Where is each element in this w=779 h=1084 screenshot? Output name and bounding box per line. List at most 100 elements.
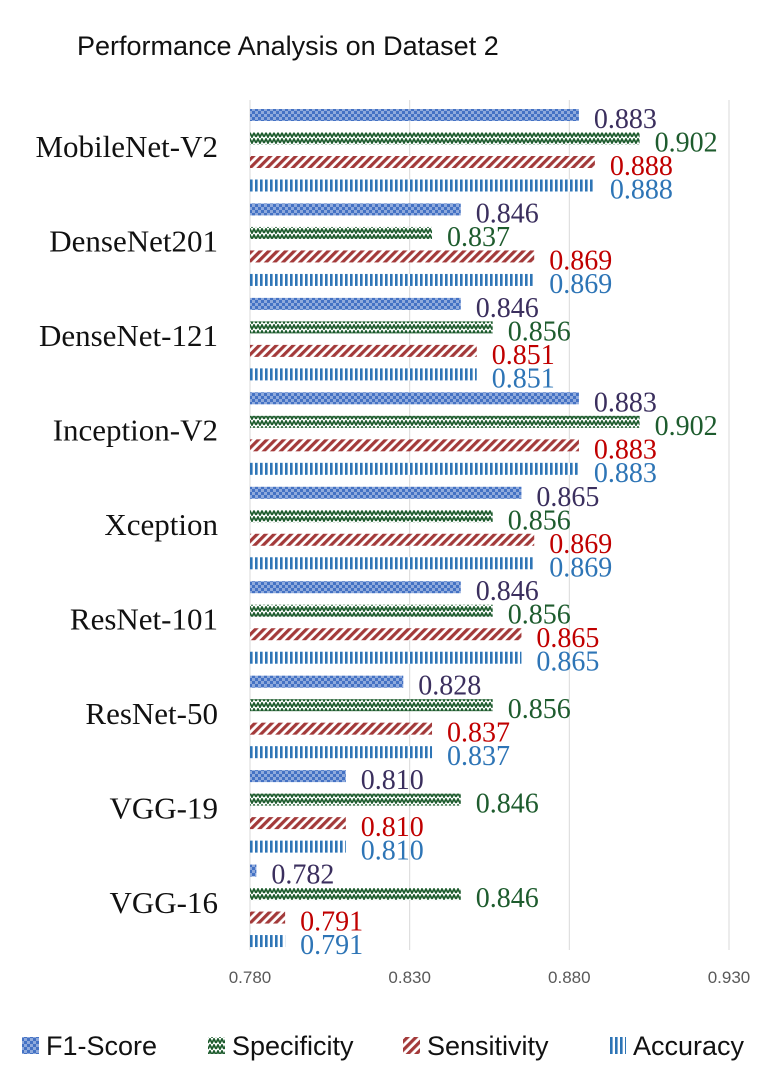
data-label: 0.846	[476, 576, 539, 607]
x-tick-label: 0.880	[548, 968, 591, 987]
data-label: 0.869	[549, 529, 612, 560]
bar-specificity-xception	[250, 510, 493, 523]
bar-f1-score-xception	[250, 486, 522, 499]
bar-sensitivity-resnet-50	[250, 722, 433, 735]
legend-label: F1-Score	[46, 1031, 157, 1061]
data-label: 0.869	[549, 245, 612, 276]
data-label: 0.791	[300, 907, 363, 938]
bar-accuracy-inception-v2	[250, 462, 579, 475]
data-label: 0.851	[492, 363, 555, 394]
bar-specificity-mobilenet-v2	[250, 132, 640, 145]
bar-specificity-vgg-16	[250, 888, 461, 901]
bar-f1-score-vgg-16	[250, 864, 257, 877]
data-label: 0.902	[655, 411, 718, 442]
data-label: 0.883	[594, 387, 657, 418]
data-label: 0.869	[549, 552, 612, 583]
legend-label: Sensitivity	[427, 1031, 549, 1061]
bar-accuracy-mobilenet-v2	[250, 179, 595, 192]
category-label: ResNet-50	[85, 696, 218, 731]
data-label: 0.902	[655, 128, 718, 159]
bar-specificity-densenet201	[250, 226, 433, 239]
x-tick-label: 0.830	[388, 968, 431, 987]
legend-swatch-f1-score	[22, 1037, 39, 1054]
bars	[250, 109, 640, 948]
bar-specificity-resnet-50	[250, 699, 493, 712]
legend-swatch-accuracy	[609, 1037, 626, 1054]
data-label: 0.782	[271, 860, 334, 891]
data-label: 0.888	[610, 175, 673, 206]
bar-specificity-inception-v2	[250, 415, 640, 428]
x-tick-label: 0.780	[229, 968, 272, 987]
bar-sensitivity-resnet-101	[250, 628, 522, 641]
data-label: 0.883	[594, 104, 657, 135]
data-label: 0.856	[508, 600, 571, 631]
data-label: 0.869	[549, 269, 612, 300]
legend: F1-Score Specificity Sensitivity Accuracy	[22, 1031, 745, 1061]
bar-f1-score-vgg-19	[250, 770, 346, 783]
bar-sensitivity-mobilenet-v2	[250, 156, 595, 168]
bar-accuracy-xception	[250, 557, 535, 570]
legend-swatch-specificity	[208, 1037, 225, 1054]
category-label: DenseNet-121	[39, 318, 218, 353]
bar-specificity-vgg-19	[250, 793, 461, 806]
category-label: Xception	[104, 507, 218, 542]
bar-sensitivity-xception	[250, 533, 535, 546]
bar-sensitivity-densenet-121	[250, 344, 477, 357]
bar-sensitivity-inception-v2	[250, 439, 579, 452]
data-label: 0.837	[447, 718, 510, 749]
legend-label: Accuracy	[633, 1031, 745, 1061]
bar-accuracy-resnet-50	[250, 746, 433, 759]
bar-accuracy-resnet-101	[250, 651, 522, 664]
x-tick-label: 0.930	[708, 968, 751, 987]
bar-f1-score-resnet-50	[250, 675, 404, 688]
data-label: 0.846	[476, 789, 539, 820]
bar-accuracy-vgg-16	[250, 935, 286, 948]
data-label: 0.856	[508, 316, 571, 347]
data-label: 0.883	[594, 458, 657, 489]
bar-accuracy-densenet201	[250, 273, 535, 286]
category-label: Inception-V2	[53, 413, 218, 448]
data-labels: 0.8830.9020.8880.8880.8460.8370.8690.869…	[271, 104, 717, 961]
data-label: 0.883	[594, 434, 657, 465]
data-label: 0.791	[300, 930, 363, 961]
data-label: 0.810	[361, 836, 424, 867]
data-label: 0.846	[476, 883, 539, 914]
legend-label: Specificity	[232, 1031, 354, 1061]
data-label: 0.828	[418, 671, 481, 702]
data-label: 0.837	[447, 741, 510, 772]
data-label: 0.865	[536, 482, 599, 513]
gridlines	[249, 100, 730, 950]
bar-f1-score-densenet-121	[250, 297, 461, 310]
data-label: 0.865	[536, 623, 599, 654]
bar-sensitivity-densenet201	[250, 250, 535, 263]
data-label: 0.837	[447, 222, 510, 253]
category-label: VGG-19	[110, 790, 219, 825]
bar-sensitivity-vgg-16	[250, 911, 286, 924]
bar-accuracy-densenet-121	[250, 368, 477, 381]
bar-specificity-resnet-101	[250, 604, 493, 617]
bar-f1-score-mobilenet-v2	[250, 109, 579, 121]
bar-accuracy-vgg-19	[250, 840, 346, 853]
x-axis-ticks: 0.780 0.830 0.880 0.930	[229, 968, 751, 987]
data-label: 0.865	[536, 647, 599, 678]
category-label: MobileNet-V2	[35, 129, 218, 164]
bar-sensitivity-vgg-19	[250, 817, 346, 830]
bar-f1-score-resnet-101	[250, 581, 461, 594]
data-label: 0.856	[508, 505, 571, 536]
category-label: VGG-16	[110, 885, 219, 920]
category-labels: MobileNet-V2 DenseNet201 DenseNet-121 Incep…	[35, 129, 218, 920]
category-label: ResNet-101	[70, 601, 218, 636]
data-label: 0.810	[361, 765, 424, 796]
data-label: 0.851	[492, 340, 555, 371]
bar-specificity-densenet-121	[250, 321, 493, 334]
bar-f1-score-densenet201	[250, 203, 461, 216]
data-label: 0.846	[476, 198, 539, 229]
data-label: 0.810	[361, 812, 424, 843]
category-label: DenseNet201	[49, 224, 218, 259]
data-label: 0.856	[508, 694, 571, 725]
bar-f1-score-inception-v2	[250, 392, 579, 405]
chart-title: Performance Analysis on Dataset 2	[77, 31, 499, 61]
legend-swatch-sensitivity	[403, 1037, 420, 1054]
data-label: 0.846	[476, 293, 539, 324]
